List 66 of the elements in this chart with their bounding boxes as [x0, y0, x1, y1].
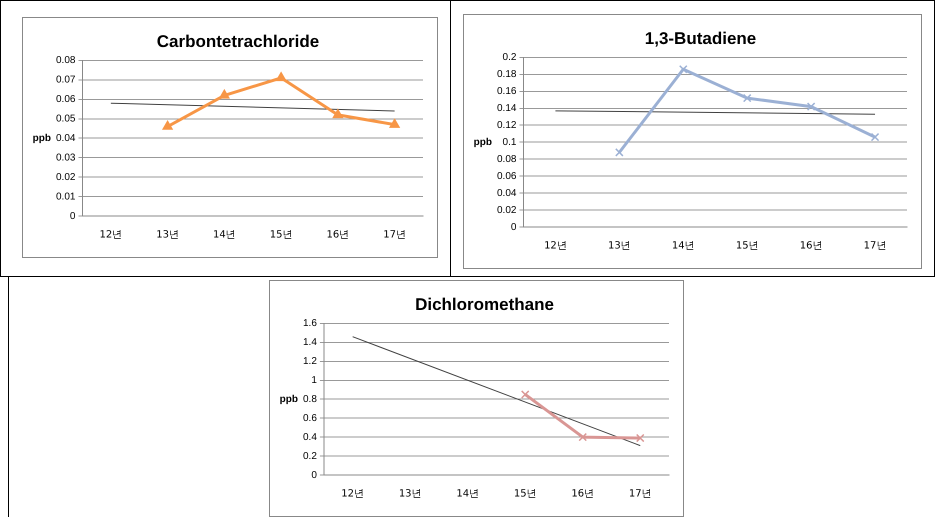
point [276, 72, 286, 82]
point [390, 118, 400, 128]
x-tick-label: 15년 [270, 230, 292, 241]
y-axis-title: ppb [474, 136, 492, 148]
x-tick-label: 13년 [608, 240, 631, 252]
y-tick-label: 0.06 [56, 94, 76, 106]
y-tick-label: 1.4 [302, 337, 318, 348]
y-tick-label: 0.04 [56, 132, 76, 144]
y-tick-label: 0.8 [302, 394, 318, 405]
y-tick-label: 0.1 [502, 136, 517, 148]
y-tick-label: 0.02 [56, 172, 76, 183]
x-tick-label: 13년 [156, 230, 179, 241]
y-tick-label: 0.01 [56, 191, 76, 202]
y-tick-label: 0.4 [302, 432, 318, 443]
point [615, 148, 624, 157]
x-tick-label: 17년 [628, 488, 652, 500]
y-tick-label: 0.08 [56, 55, 76, 66]
y-tick-label: 1.2 [302, 356, 318, 368]
y-tick-label: 0.02 [496, 204, 517, 216]
x-tick-label: 12년 [544, 240, 567, 252]
y-tick-label: 0.18 [496, 69, 517, 80]
point [162, 120, 173, 130]
x-tick-label: 12년 [99, 230, 122, 241]
y-tick-label: 0 [510, 222, 517, 233]
y-tick-label: 1 [311, 375, 318, 386]
chart-title: 1,3-Butadiene [644, 28, 756, 48]
y-tick-label: 0.14 [496, 103, 517, 114]
y-tick-label: 0.06 [496, 170, 517, 182]
point [870, 132, 880, 142]
x-tick-label: 16년 [571, 488, 594, 500]
y-axis-title: ppb [32, 132, 51, 144]
y-tick-label: 0.04 [496, 188, 517, 199]
point [742, 94, 752, 102]
x-tick-label: 14년 [672, 240, 695, 252]
point [678, 64, 688, 74]
point [219, 90, 230, 99]
y-tick-label: 0.16 [496, 86, 517, 98]
chart-title: Dichloromethane [415, 294, 554, 314]
point [520, 390, 530, 399]
x-tick-label: 17년 [383, 230, 406, 241]
y-tick-label: 0.07 [56, 74, 76, 86]
y-tick-label: 0.03 [56, 152, 76, 164]
y-tick-label: 1.6 [302, 318, 318, 330]
point [806, 102, 816, 111]
x-tick-label: 17년 [864, 240, 886, 252]
point [332, 109, 343, 118]
y-tick-label: 0.05 [56, 114, 76, 124]
x-tick-label: 15년 [514, 488, 537, 500]
y-tick-label: 0 [70, 210, 76, 222]
y-tick-label: 0.2 [502, 52, 517, 64]
y-tick-label: 0 [311, 470, 318, 481]
x-tick-label: 15년 [736, 240, 759, 252]
x-tick-label: 13년 [398, 488, 422, 500]
x-tick-label: 12년 [341, 488, 364, 500]
x-tick-label: 16년 [800, 240, 822, 252]
x-tick-label: 14년 [212, 230, 236, 241]
y-tick-label: 0.12 [496, 120, 517, 131]
y-tick-label: 0.6 [302, 412, 318, 424]
point [578, 432, 588, 442]
y-tick-label: 0.08 [496, 154, 517, 165]
y-tick-label: 0.2 [302, 450, 318, 462]
x-tick-label: 14년 [456, 488, 480, 500]
x-tick-label: 16년 [326, 230, 350, 241]
point [636, 434, 645, 442]
y-axis-title: ppb [280, 394, 298, 405]
chart-title: Carbontetrachloride [156, 32, 320, 51]
